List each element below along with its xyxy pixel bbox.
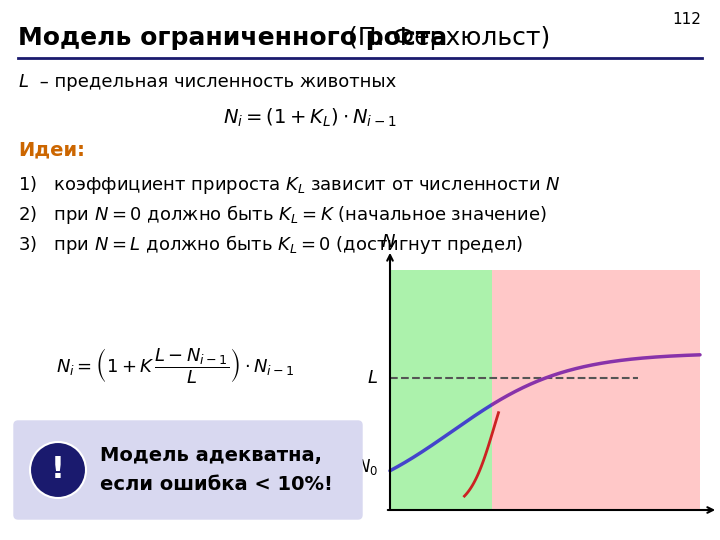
Text: $N_0$: $N_0$ xyxy=(357,457,378,477)
Text: 112: 112 xyxy=(672,12,701,28)
Bar xyxy=(492,270,700,510)
Text: $N_i = \left(1 + K\,\dfrac{L-N_{i-1}}{L}\right)\cdot N_{i-1}$: $N_i = \left(1 + K\,\dfrac{L-N_{i-1}}{L}… xyxy=(55,346,294,384)
Text: если ошибка < 10%!: если ошибка < 10%! xyxy=(100,475,333,494)
Text: Идеи:: Идеи: xyxy=(18,140,85,159)
Circle shape xyxy=(30,442,86,498)
Text: 3)   при $N=L$ должно быть $K_L=0$ (достигнут предел): 3) при $N=L$ должно быть $K_L=0$ (достиг… xyxy=(18,233,523,256)
Text: Модель ограниченного роста: Модель ограниченного роста xyxy=(18,26,447,50)
Text: $L$: $L$ xyxy=(367,369,378,387)
Text: $N$: $N$ xyxy=(380,233,395,251)
Text: (П. Ферхюльст): (П. Ферхюльст) xyxy=(340,26,550,50)
Text: !: ! xyxy=(51,456,65,484)
Text: – предельная численность животных: – предельная численность животных xyxy=(34,73,396,91)
Text: 2)   при $N=0$ должно быть $K_L=K$ (начальное значение): 2) при $N=0$ должно быть $K_L=K$ (началь… xyxy=(18,204,547,226)
Text: 1)   коэффициент прироста $K_L$ зависит от численности $N$: 1) коэффициент прироста $K_L$ зависит от… xyxy=(18,174,560,196)
FancyBboxPatch shape xyxy=(14,421,362,519)
Text: $L$: $L$ xyxy=(18,73,29,91)
Text: $N_i = (1+K_L)\cdot N_{i-1}$: $N_i = (1+K_L)\cdot N_{i-1}$ xyxy=(223,107,397,129)
Bar xyxy=(390,270,492,510)
Text: $i$: $i$ xyxy=(719,503,720,521)
Text: Модель адекватна,: Модель адекватна, xyxy=(100,447,322,465)
